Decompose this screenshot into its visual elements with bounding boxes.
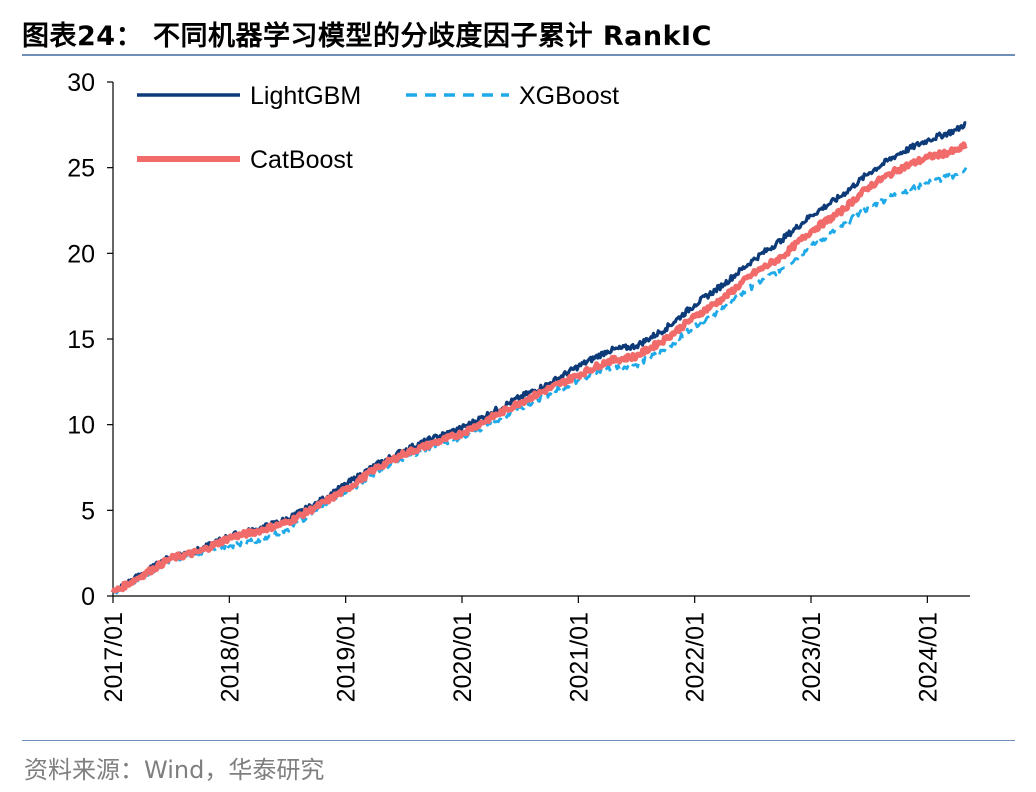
chart-axes: 0 5 10 15 20 25 30 2017/01 2018/01 2019/01 2020/01…	[67, 69, 970, 702]
y-tick-label: 25	[67, 155, 95, 183]
series-line-lightgbm	[111, 121, 967, 594]
x-tick-label: 2019/01	[333, 612, 361, 702]
y-tick-label: 0	[81, 583, 95, 611]
chart-series-lines	[110, 121, 968, 595]
y-tick-label: 30	[67, 69, 95, 97]
legend-label-xgboost: XGBoost	[519, 82, 619, 110]
x-tick-label: 2021/01	[565, 612, 593, 702]
chart-title: 图表24： 不同机器学习模型的分歧度因子累计 RankIC	[22, 21, 712, 52]
series-line-catboost	[110, 141, 968, 594]
footer-divider	[22, 740, 1015, 741]
legend-label-lightgbm: LightGBM	[250, 82, 361, 110]
x-tick-label: 2023/01	[798, 612, 826, 702]
y-tick-label: 10	[67, 412, 95, 440]
title-divider	[22, 54, 1015, 56]
legend-label-catboost: CatBoost	[250, 146, 353, 174]
x-tick-label: 2022/01	[682, 612, 710, 702]
series-line-xgboost	[112, 166, 968, 595]
x-tick-label: 2017/01	[100, 612, 128, 702]
y-tick-label: 5	[81, 497, 95, 525]
x-tick-label: 2018/01	[216, 612, 244, 702]
source-note: 资料来源：Wind，华泰研究	[24, 756, 325, 784]
x-tick-label: 2020/01	[449, 612, 477, 702]
chart-legend: LightGBM XGBoost CatBoost	[137, 82, 619, 174]
y-tick-label: 20	[67, 240, 95, 268]
x-tick-label: 2024/01	[914, 612, 942, 702]
y-tick-label: 15	[67, 326, 95, 354]
